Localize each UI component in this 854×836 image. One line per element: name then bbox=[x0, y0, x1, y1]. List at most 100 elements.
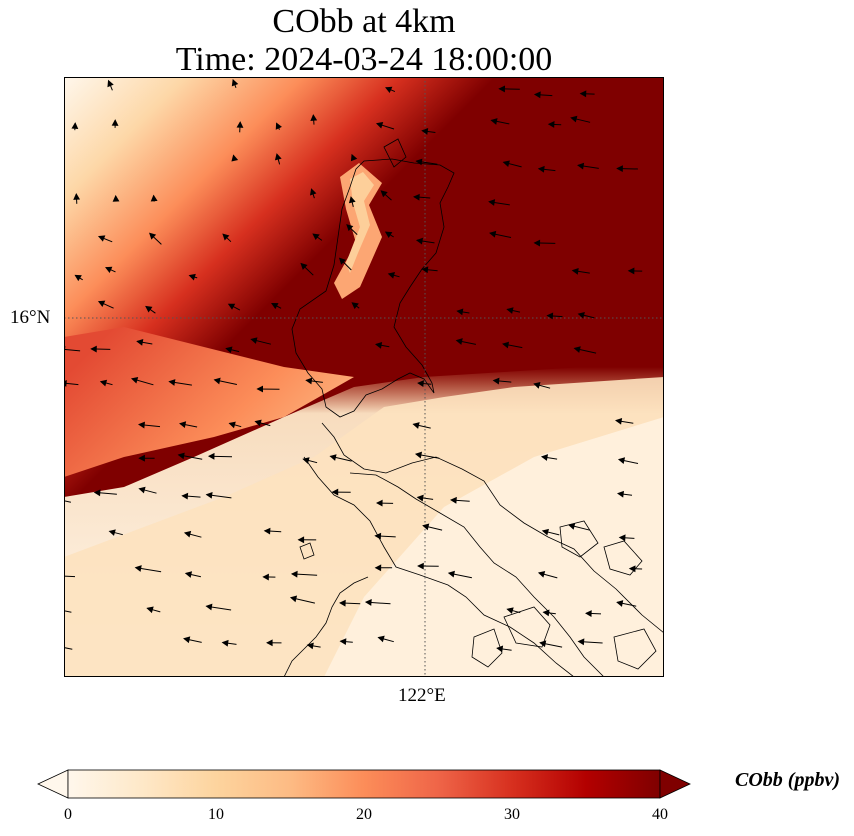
wind-arrow-head bbox=[188, 273, 196, 281]
wind-arrow-head bbox=[207, 452, 215, 460]
wind-arrow-head bbox=[421, 266, 429, 274]
wind-arrow-head bbox=[107, 79, 114, 88]
wind-arrow-head bbox=[539, 640, 547, 648]
wind-arrow-head bbox=[617, 490, 624, 498]
wind-arrow-head bbox=[617, 457, 626, 465]
wind-arrow-head bbox=[146, 606, 154, 614]
wind-arrow-head bbox=[290, 570, 298, 578]
wind-arrow-head bbox=[254, 419, 262, 427]
wind-arrow bbox=[64, 575, 76, 578]
wind-arrow-head bbox=[339, 638, 347, 646]
wind-arrow-head bbox=[375, 121, 384, 129]
lon-tick-label: 122°E bbox=[398, 685, 446, 706]
map-frame bbox=[64, 77, 664, 677]
wind-arrow-head bbox=[145, 305, 153, 313]
wind-arrow-head bbox=[331, 488, 339, 496]
wind-arrow-head bbox=[134, 565, 142, 572]
wind-arrow-head bbox=[138, 421, 145, 429]
wind-arrow-head bbox=[231, 154, 239, 162]
wind-arrow-head bbox=[310, 114, 318, 121]
colorbar-extend-min bbox=[37, 769, 69, 799]
wind-arrow-head bbox=[627, 267, 635, 275]
wind-arrow-head bbox=[570, 115, 578, 123]
wind-arrow-head bbox=[533, 382, 541, 389]
wind-arrow-head bbox=[213, 377, 221, 385]
wind-arrow-head bbox=[506, 607, 514, 614]
wind-arrow-head bbox=[571, 267, 579, 275]
wind-arrow-head bbox=[231, 78, 239, 87]
wind-arrow-head bbox=[376, 499, 383, 507]
wind-arrow-head bbox=[302, 457, 310, 464]
wind-arrow-head bbox=[506, 307, 514, 314]
wind-vectors bbox=[64, 78, 643, 653]
wind-arrow-head bbox=[71, 122, 79, 129]
wind-arrow-head bbox=[111, 119, 119, 126]
wind-arrow-head bbox=[305, 377, 313, 385]
wind-arrow-head bbox=[177, 452, 185, 460]
wind-arrow-head bbox=[73, 193, 81, 200]
wind-arrow-head bbox=[616, 600, 624, 607]
wind-arrow-head bbox=[579, 90, 587, 98]
wind-arrow-head bbox=[205, 491, 213, 499]
wind-arrow-head bbox=[351, 302, 359, 310]
wind-arrow-head bbox=[540, 454, 549, 461]
wind-arrow bbox=[64, 348, 81, 352]
map-subtitle: Time: 2024-03-24 18:00:00 bbox=[175, 41, 553, 78]
wind-arrow-head bbox=[537, 165, 545, 173]
wind-arrow-head bbox=[138, 454, 145, 462]
colorbar-tick-40: 40 bbox=[652, 806, 668, 823]
wind-arrow-head bbox=[387, 272, 396, 279]
coastlines bbox=[283, 138, 664, 677]
luzon-south-coast bbox=[321, 422, 664, 634]
wind-arrow-head bbox=[546, 312, 554, 320]
wind-arrow-head bbox=[541, 528, 549, 536]
wind-arrow-head bbox=[309, 188, 317, 196]
wind-arrow-head bbox=[415, 158, 423, 166]
wind-arrow-head bbox=[221, 639, 229, 647]
wind-arrow-head bbox=[577, 162, 585, 170]
island-1 bbox=[503, 606, 551, 648]
colorbar-body bbox=[67, 769, 661, 799]
wind-arrow-head bbox=[496, 645, 504, 653]
bay-coast bbox=[303, 456, 575, 677]
wind-arrow-head bbox=[489, 230, 497, 238]
wind-arrow-head bbox=[97, 300, 106, 307]
wind-arrow-head bbox=[450, 496, 457, 504]
wind-arrow-head bbox=[184, 571, 193, 578]
wind-arrow-head bbox=[266, 639, 273, 647]
wind-arrow-head bbox=[205, 603, 213, 611]
map-panel bbox=[64, 77, 664, 677]
island-4 bbox=[559, 520, 599, 558]
wind-arrow-head bbox=[183, 530, 192, 538]
wind-arrow-head bbox=[179, 421, 187, 429]
wind-arrow bbox=[64, 500, 72, 503]
wind-arrow-head bbox=[502, 341, 510, 349]
wind-arrow-head bbox=[547, 120, 555, 128]
wind-arrow-head bbox=[488, 199, 496, 206]
wind-arrow-head bbox=[346, 224, 354, 232]
wind-arrow-head bbox=[275, 122, 282, 130]
wind-arrow-head bbox=[339, 599, 346, 607]
wind-arrow-head bbox=[90, 345, 97, 353]
wind-arrow-head bbox=[615, 417, 623, 425]
wind-arrow-head bbox=[312, 233, 320, 241]
wind-arrow-head bbox=[377, 635, 385, 643]
colorbar bbox=[37, 769, 691, 799]
wind-arrow-head bbox=[422, 523, 430, 531]
wind-arrow-head bbox=[577, 638, 585, 646]
wind-arrow-head bbox=[456, 308, 464, 316]
wind-arrow-head bbox=[99, 379, 108, 387]
wind-arrow-head bbox=[150, 194, 158, 202]
wind-arrow-head bbox=[537, 571, 546, 578]
wind-arrow-head bbox=[105, 266, 113, 273]
wind-arrow-head bbox=[573, 346, 581, 353]
wind-arrow-head bbox=[300, 262, 308, 270]
wind-arrow-head bbox=[533, 239, 541, 247]
wind-arrow-head bbox=[350, 153, 358, 162]
island-3 bbox=[383, 138, 407, 168]
wind-arrow-head bbox=[338, 257, 346, 265]
wind-arrow-head bbox=[256, 385, 263, 393]
wind-arrow-head bbox=[274, 153, 282, 161]
wind-arrow-head bbox=[412, 422, 420, 429]
wind-arrow-head bbox=[416, 494, 424, 502]
